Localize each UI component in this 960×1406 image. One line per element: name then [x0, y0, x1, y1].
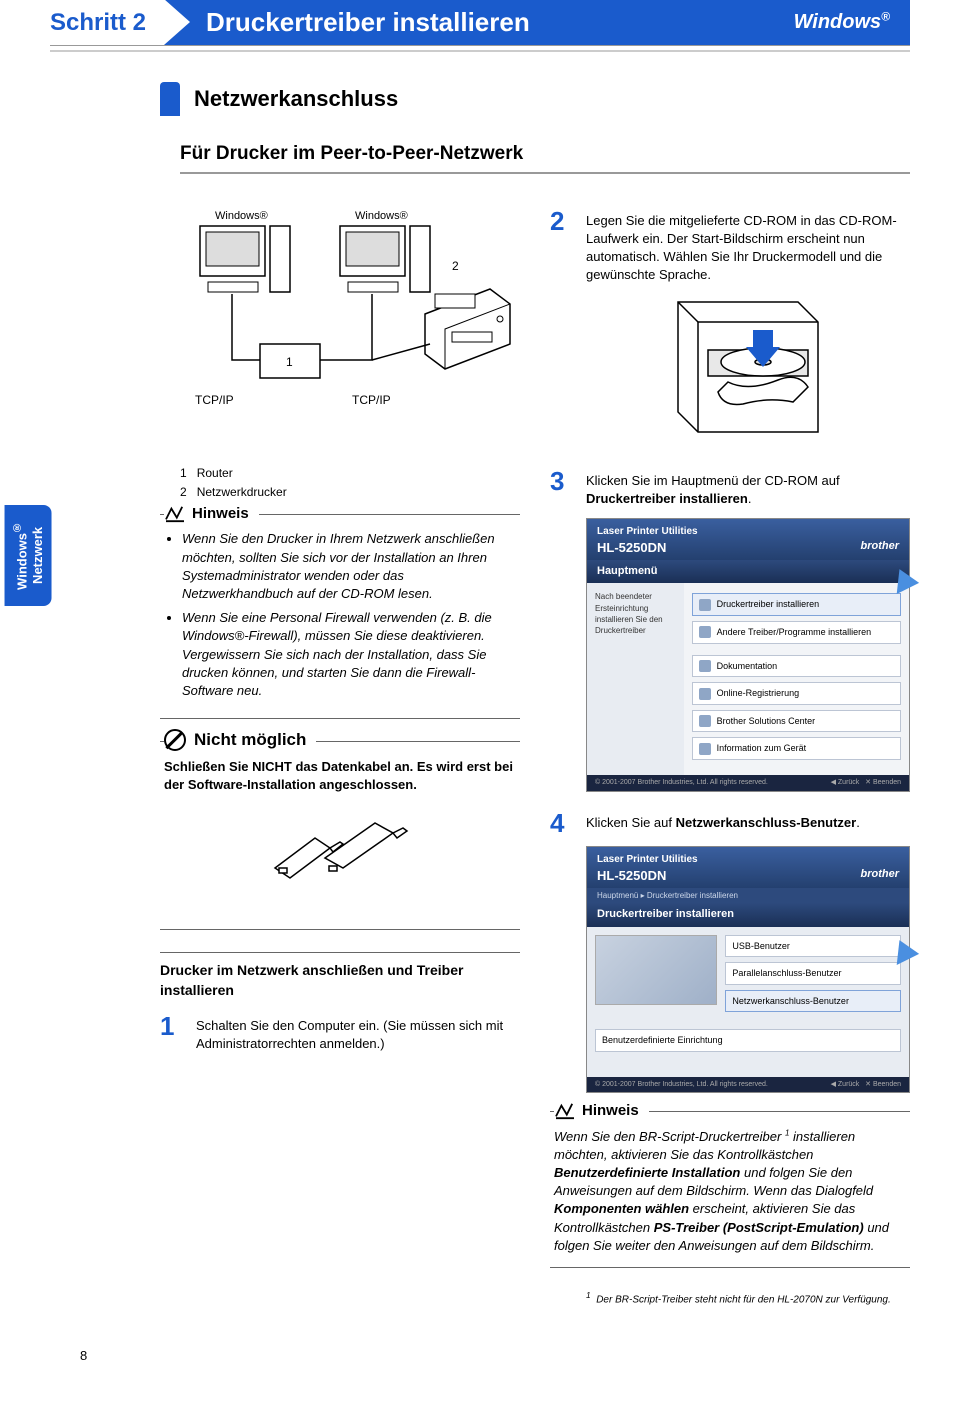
- ss-item[interactable]: USB-Benutzer: [725, 935, 901, 958]
- ss-body: USB-Benutzer Parallelanschluss-Benutzer …: [587, 927, 909, 1077]
- not-possible-box: Nicht möglich Schließen Sie NICHT das Da…: [160, 741, 520, 930]
- ss-item[interactable]: Druckertreiber installieren: [692, 593, 901, 616]
- brand-label: brother: [861, 867, 900, 882]
- side-tab-line1: Windows: [14, 533, 29, 590]
- svg-text:1: 1: [286, 355, 293, 369]
- hinweis-header: Hinweis: [164, 503, 259, 524]
- step-arrow-shape: [164, 0, 190, 45]
- ss-item[interactable]: Andere Treiber/Programme installieren: [692, 621, 901, 644]
- ss-item[interactable]: Brother Solutions Center: [692, 710, 901, 733]
- header-rule: [50, 50, 910, 52]
- step-4: 4 Klicken Sie auf Netzwerkanschluss-Benu…: [550, 810, 910, 836]
- step-text: Klicken Sie auf Netzwerkanschluss-Benutz…: [586, 810, 860, 836]
- item-icon: [699, 626, 711, 638]
- step-1: 1 Schalten Sie den Computer ein. (Sie mü…: [160, 1013, 520, 1053]
- brand-label: brother: [861, 539, 900, 554]
- ss-items: Druckertreiber installieren Andere Treib…: [684, 583, 909, 775]
- section-tab-icon: [160, 82, 180, 116]
- hinweis-body: Wenn Sie den Drucker in Ihrem Netzwerk a…: [164, 530, 516, 700]
- step-text: Legen Sie die mitgelieferte CD-ROM in da…: [586, 208, 910, 285]
- step-number: 3: [550, 468, 572, 508]
- hinweis-body: Wenn Sie den BR-Script-Druckertreiber 1 …: [554, 1127, 906, 1255]
- cd-drive-illustration: [586, 292, 910, 447]
- hinweis-box-1: Hinweis Wenn Sie den Drucker in Ihrem Ne…: [160, 514, 520, 719]
- cable-illustration: [164, 808, 516, 903]
- left-column: Windows® Windows® 2: [160, 196, 520, 1308]
- step-tab: Schritt 2: [50, 0, 164, 45]
- diagram-legend: 1 Router 2 Netzwerkdrucker: [180, 465, 520, 501]
- not-possible-header: Nicht möglich: [164, 728, 316, 752]
- ss-item[interactable]: Information zum Gerät: [692, 737, 901, 760]
- legend-row: 1 Router: [180, 465, 520, 482]
- network-diagram: Windows® Windows® 2: [160, 196, 520, 451]
- install-heading: Drucker im Netzwerk anschließen und Trei…: [160, 952, 520, 1000]
- ss-breadcrumb: Hauptmenü ▸ Druckertreiber installieren: [587, 888, 909, 903]
- ss-item[interactable]: Parallelanschluss-Benutzer: [725, 962, 901, 985]
- header-bar: Schritt 2 Druckertreiber installieren Wi…: [50, 0, 910, 46]
- step-2: 2 Legen Sie die mitgelieferte CD-ROM in …: [550, 208, 910, 285]
- ss-preview-image: [595, 935, 717, 1005]
- right-column: 2 Legen Sie die mitgelieferte CD-ROM in …: [550, 196, 910, 1308]
- step-number: 2: [550, 208, 572, 285]
- step-text: Klicken Sie im Hauptmenü der CD-ROM auf …: [586, 468, 910, 508]
- screenshot-1: Laser Printer Utilities HL-5250DN brothe…: [586, 518, 910, 792]
- ss-left-text: Nach beendeter Ersteinrichtung installie…: [587, 583, 684, 775]
- platform-label: Windows®: [794, 8, 890, 36]
- page-number: 8: [80, 1347, 910, 1365]
- diagram-pc-left-label: Windows®: [215, 210, 268, 222]
- hinweis-header: Hinweis: [554, 1100, 649, 1121]
- hinweis-box-2: Hinweis Wenn Sie den BR-Script-Druckertr…: [550, 1111, 910, 1268]
- screenshot-2: Laser Printer Utilities HL-5250DN brothe…: [586, 846, 910, 1094]
- step-3: 3 Klicken Sie im Hauptmenü der CD-ROM au…: [550, 468, 910, 508]
- footnote: 1 Der BR-Script-Treiber steht nicht für …: [586, 1290, 910, 1307]
- item-icon: [699, 743, 711, 755]
- hinweis-item: Wenn Sie den Drucker in Ihrem Netzwerk a…: [182, 530, 516, 603]
- ss-item[interactable]: Benutzerdefinierte Einrichtung: [595, 1029, 901, 1052]
- not-possible-body: Schließen Sie NICHT das Datenkabel an. E…: [164, 758, 516, 794]
- item-icon: [699, 660, 711, 672]
- step-number: 1: [160, 1013, 182, 1053]
- ss-item[interactable]: Netzwerkanschluss-Benutzer: [725, 990, 901, 1013]
- side-tab: Windows® Netzwerk: [5, 505, 52, 606]
- subsection-title: Für Drucker im Peer-to-Peer-Netzwerk: [180, 141, 910, 174]
- prohibit-icon: [164, 729, 186, 751]
- legend-row: 2 Netzwerkdrucker: [180, 484, 520, 501]
- ss-titlebar: Laser Printer Utilities HL-5250DN brothe…: [587, 847, 909, 888]
- ss-menu-title: Hauptmenü: [587, 560, 909, 583]
- diagram-proto-left: TCP/IP: [195, 393, 234, 407]
- note-icon: [164, 505, 186, 523]
- section-title: Netzwerkanschluss: [194, 84, 398, 115]
- hinweis-item: Wenn Sie eine Personal Firewall verwende…: [182, 609, 516, 700]
- ss-item[interactable]: Dokumentation: [692, 655, 901, 678]
- ss-footer: © 2001-2007 Brother Industries, Ltd. All…: [587, 775, 909, 791]
- step-number: 4: [550, 810, 572, 836]
- item-icon: [699, 688, 711, 700]
- side-tab-line2: Netzwerk: [30, 527, 45, 584]
- title-bar: Druckertreiber installieren Windows®: [164, 0, 910, 45]
- main-title: Druckertreiber installieren: [206, 4, 530, 40]
- ss-footer: © 2001-2007 Brother Industries, Ltd. All…: [587, 1077, 909, 1093]
- ss-item[interactable]: Online-Registrierung: [692, 682, 901, 705]
- section-header: Netzwerkanschluss: [160, 82, 910, 116]
- diagram-proto-right: TCP/IP: [352, 393, 391, 407]
- step-text: Schalten Sie den Computer ein. (Sie müss…: [196, 1013, 520, 1053]
- item-icon: [699, 599, 711, 611]
- diagram-pc-right-label: Windows®: [355, 210, 408, 222]
- item-icon: [699, 715, 711, 727]
- ss-titlebar: Laser Printer Utilities HL-5250DN brothe…: [587, 519, 909, 560]
- ss-menu-title: Druckertreiber installieren: [587, 903, 909, 926]
- note-icon: [554, 1102, 576, 1120]
- svg-text:2: 2: [452, 259, 459, 273]
